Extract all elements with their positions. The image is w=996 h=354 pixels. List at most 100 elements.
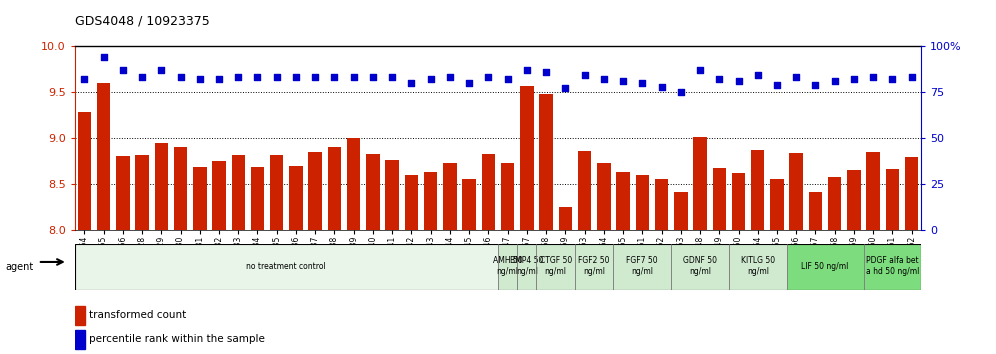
Bar: [289, 166, 303, 354]
Bar: [75, 330, 85, 349]
Bar: [75, 244, 498, 290]
Bar: [848, 170, 861, 354]
Point: [288, 74, 304, 80]
Text: AMH 50
ng/ml: AMH 50 ng/ml: [493, 256, 523, 276]
Point: [750, 73, 766, 78]
Bar: [154, 143, 168, 354]
Bar: [787, 244, 864, 290]
Point: [403, 80, 419, 86]
Point: [134, 74, 150, 80]
Bar: [614, 244, 671, 290]
Bar: [501, 163, 514, 354]
Text: PDGF alfa bet
a hd 50 ng/ml: PDGF alfa bet a hd 50 ng/ml: [866, 256, 919, 276]
Point: [153, 67, 169, 73]
Bar: [443, 163, 456, 354]
Bar: [597, 163, 611, 354]
Bar: [751, 150, 765, 354]
Point: [346, 74, 362, 80]
Text: agent: agent: [5, 262, 33, 272]
Bar: [117, 156, 129, 354]
Point: [384, 74, 400, 80]
Point: [461, 80, 477, 86]
Bar: [635, 175, 649, 354]
Point: [866, 74, 881, 80]
Point: [634, 80, 650, 86]
Point: [307, 74, 323, 80]
Bar: [770, 179, 784, 354]
Point: [846, 76, 862, 82]
Text: GDNF 50
ng/ml: GDNF 50 ng/ml: [683, 256, 717, 276]
Bar: [385, 160, 399, 354]
Point: [250, 74, 266, 80]
Text: KITLG 50
ng/ml: KITLG 50 ng/ml: [741, 256, 775, 276]
Text: percentile rank within the sample: percentile rank within the sample: [89, 334, 265, 344]
Text: FGF2 50
ng/ml: FGF2 50 ng/ml: [579, 256, 610, 276]
Bar: [540, 94, 553, 354]
Point: [808, 82, 824, 87]
Point: [442, 74, 458, 80]
Bar: [462, 178, 476, 354]
Point: [827, 78, 843, 84]
Bar: [575, 244, 614, 290]
Bar: [732, 173, 745, 354]
Point: [769, 82, 785, 87]
Bar: [347, 138, 361, 354]
Bar: [173, 147, 187, 354]
Bar: [97, 83, 111, 354]
Bar: [424, 172, 437, 354]
Text: LIF 50 ng/ml: LIF 50 ng/ml: [802, 262, 849, 271]
Bar: [671, 244, 729, 290]
Bar: [712, 169, 726, 354]
Text: BMP4 50
ng/ml: BMP4 50 ng/ml: [510, 256, 544, 276]
Bar: [578, 151, 592, 354]
Bar: [654, 178, 668, 354]
Bar: [193, 167, 206, 354]
Bar: [212, 161, 226, 354]
Point: [558, 86, 574, 91]
Point: [673, 89, 689, 95]
Point: [884, 76, 900, 82]
Point: [596, 76, 612, 82]
Point: [788, 74, 804, 80]
Text: GDS4048 / 10923375: GDS4048 / 10923375: [75, 14, 209, 27]
Point: [211, 76, 227, 82]
Point: [692, 67, 708, 73]
Bar: [78, 112, 91, 354]
Point: [269, 74, 285, 80]
Bar: [867, 152, 879, 354]
Point: [77, 76, 93, 82]
Text: no treatment control: no treatment control: [246, 262, 327, 271]
Bar: [517, 244, 537, 290]
Bar: [828, 177, 842, 354]
Point: [172, 74, 188, 80]
Text: FGF7 50
ng/ml: FGF7 50 ng/ml: [626, 256, 658, 276]
Point: [711, 76, 727, 82]
Point: [653, 84, 669, 89]
Bar: [367, 154, 379, 354]
Point: [480, 74, 496, 80]
Point: [616, 78, 631, 84]
Bar: [520, 86, 534, 354]
Point: [96, 54, 112, 60]
Bar: [309, 152, 322, 354]
Point: [730, 78, 746, 84]
Point: [519, 67, 535, 73]
Point: [230, 74, 246, 80]
Bar: [251, 167, 264, 354]
Bar: [482, 154, 495, 354]
Bar: [135, 155, 148, 354]
Bar: [328, 147, 342, 354]
Point: [903, 74, 919, 80]
Bar: [231, 155, 245, 354]
Point: [327, 74, 343, 80]
Bar: [905, 158, 918, 354]
Point: [192, 76, 208, 82]
Bar: [809, 192, 823, 354]
Bar: [270, 155, 284, 354]
Bar: [864, 244, 921, 290]
Bar: [404, 175, 418, 354]
Point: [115, 67, 130, 73]
Bar: [559, 207, 572, 354]
Bar: [498, 244, 517, 290]
Bar: [75, 306, 85, 325]
